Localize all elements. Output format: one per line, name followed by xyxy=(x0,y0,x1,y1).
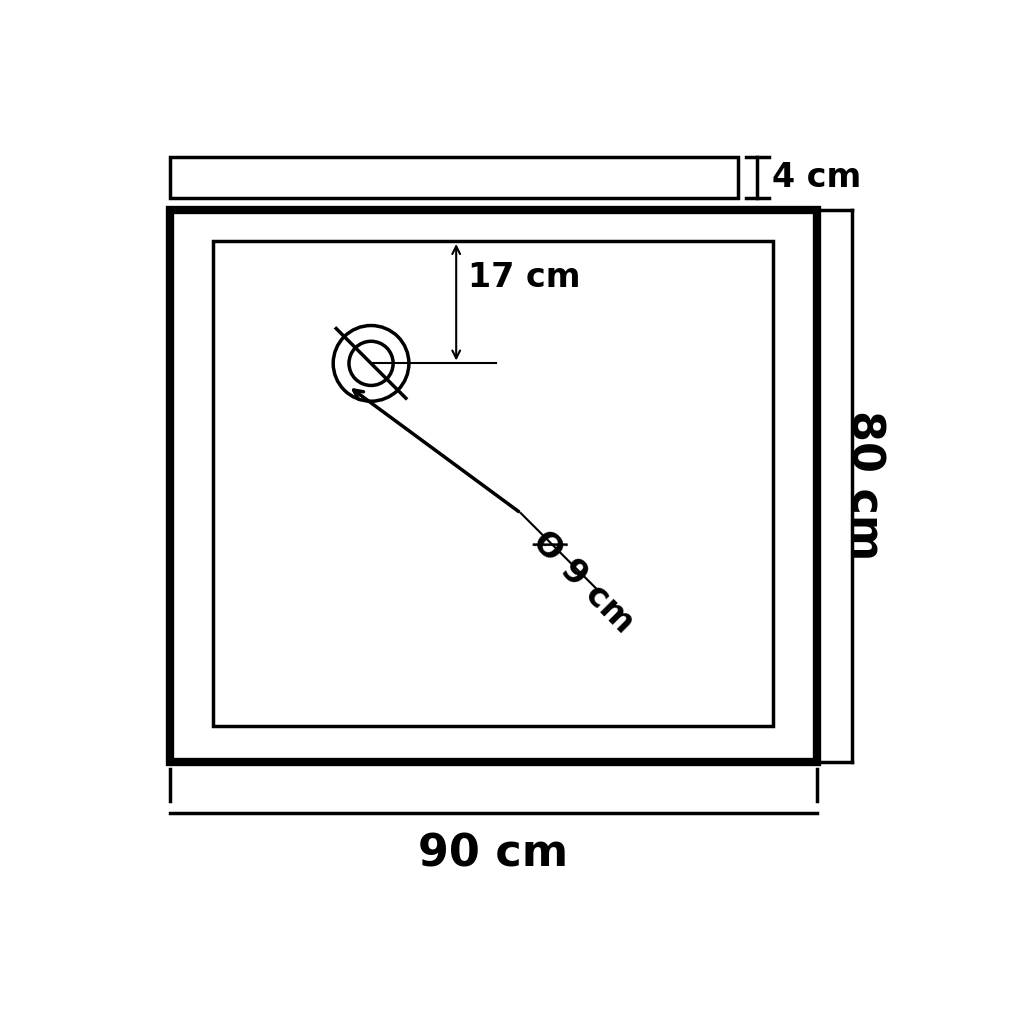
Text: 80 cm: 80 cm xyxy=(843,411,886,561)
Text: 90 cm: 90 cm xyxy=(418,833,568,876)
Bar xyxy=(170,157,737,198)
Text: 4 cm: 4 cm xyxy=(772,161,861,194)
Bar xyxy=(170,210,816,762)
Text: 17 cm: 17 cm xyxy=(468,261,581,294)
Text: Ø 9 cm: Ø 9 cm xyxy=(525,525,640,640)
Bar xyxy=(213,242,773,726)
